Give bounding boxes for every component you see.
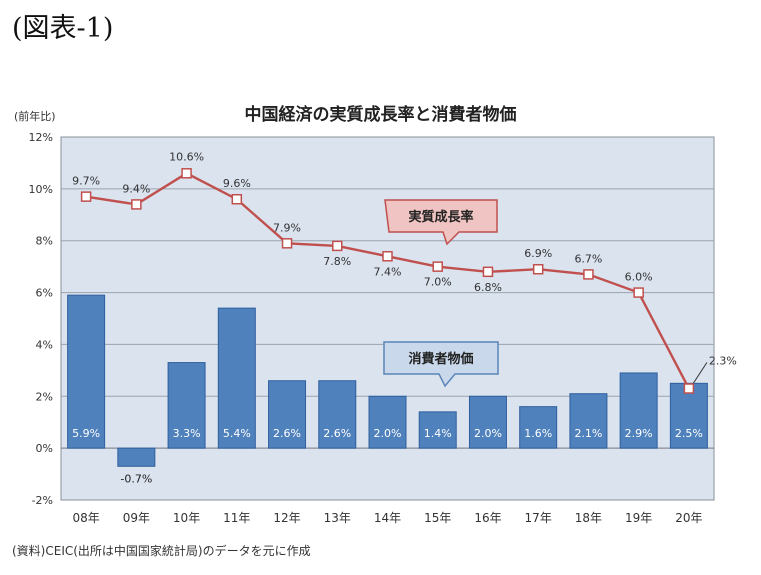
y-tick-label: 8%: [36, 235, 53, 248]
x-tick-label: 15年: [424, 511, 451, 525]
line-marker: [583, 269, 594, 280]
bar-value-label: 2.0%: [374, 427, 402, 440]
bar-value-label: 2.1%: [574, 427, 602, 440]
y-tick-label: 6%: [36, 287, 53, 300]
x-tick-label: 17年: [525, 511, 552, 525]
line-marker: [382, 251, 393, 262]
y-tick-label: 4%: [36, 338, 53, 351]
bar-value-label: -0.7%: [120, 472, 152, 485]
cpi-legend-label: 消費者物価: [408, 351, 473, 367]
growth-legend-label: 実質成長率: [408, 209, 473, 225]
leader-line: [691, 362, 708, 386]
x-tick-label: 18年: [575, 511, 602, 525]
y-tick-label: -2%: [32, 494, 53, 507]
line-marker: [332, 240, 343, 252]
growth-callout: [384, 199, 498, 246]
x-tick-label: 20年: [675, 511, 702, 525]
bar-value-label: 2.6%: [323, 427, 351, 440]
x-tick-label: 13年: [324, 511, 351, 525]
x-tick-label: 10年: [173, 511, 200, 525]
x-tick-label: 11年: [223, 511, 250, 525]
bar: [569, 393, 608, 449]
line-marker: [432, 261, 443, 272]
line-marker: [131, 199, 142, 210]
bar-value-label: 2.6%: [273, 427, 301, 440]
y-tick-label: 10%: [29, 183, 53, 196]
figure-label: (図表-1): [12, 13, 114, 44]
line-marker: [633, 287, 644, 298]
cpi-callout: [383, 341, 499, 388]
bar-value-label: 3.3%: [173, 427, 201, 440]
line-marker: [181, 168, 192, 179]
bar: [167, 362, 206, 449]
x-tick-label: 14年: [374, 511, 401, 525]
line-marker: [482, 266, 494, 278]
bar: [418, 411, 457, 449]
chart: -2% 0% 2% 4% 6% 8% 10% 12% 08年 09年 10年 11年 12年 13年 14年…: [29, 131, 737, 525]
bar-value-label: 1.6%: [524, 427, 552, 440]
x-tick-label: 16年: [474, 511, 501, 525]
line-value-label: 9.4%: [122, 182, 150, 195]
bar: [318, 380, 357, 449]
line-value-label: 10.6%: [169, 150, 204, 163]
bar: [117, 447, 156, 467]
line-marker: [683, 383, 695, 394]
line-value-label: 6.9%: [524, 247, 552, 260]
line-value-label: 9.6%: [223, 177, 251, 190]
line-value-label: 6.8%: [474, 281, 502, 294]
x-tick-label: 19年: [625, 511, 652, 525]
line-marker: [80, 191, 92, 202]
line-marker: [281, 238, 293, 249]
line-value-label: 7.8%: [323, 255, 351, 268]
source-note: (資料)CEIC(出所は中国国家統計局)のデータを元に作成: [12, 544, 311, 558]
bar-value-label: 2.9%: [625, 427, 653, 440]
x-tick-label: 08年: [72, 511, 99, 525]
line-marker: [231, 193, 243, 205]
line-value-label: 7.0%: [424, 276, 452, 289]
y-tick-label: 2%: [36, 390, 53, 403]
y-tick-label: 0%: [36, 442, 53, 455]
bar: [468, 395, 507, 449]
line-value-label: 9.7%: [72, 175, 100, 188]
line-value-label: 6.0%: [625, 271, 653, 284]
bar: [67, 294, 106, 449]
bar: [268, 380, 307, 449]
bar: [619, 372, 658, 449]
bar: [217, 307, 256, 449]
chart-title: 中国経済の実質成長率と消費者物価: [244, 105, 517, 125]
bar: [519, 406, 558, 449]
bar-value-label: 5.4%: [223, 427, 251, 440]
bar: [368, 395, 407, 449]
bar-value-label: 1.4%: [424, 427, 452, 440]
line-value-label: 2.3%: [709, 355, 737, 368]
line-value-label: 6.7%: [574, 252, 602, 265]
line-marker: [532, 263, 544, 275]
bar-value-label: 5.9%: [72, 427, 100, 440]
line-value-label: 7.9%: [273, 221, 301, 234]
x-tick-label: 12年: [273, 511, 300, 525]
x-tick-label: 09年: [123, 511, 150, 525]
line-value-label: 7.4%: [374, 265, 402, 278]
bar-value-label: 2.5%: [675, 427, 703, 440]
y-axis-unit: (前年比): [14, 110, 56, 123]
y-tick-label: 12%: [29, 131, 53, 144]
bar-value-label: 2.0%: [474, 427, 502, 440]
